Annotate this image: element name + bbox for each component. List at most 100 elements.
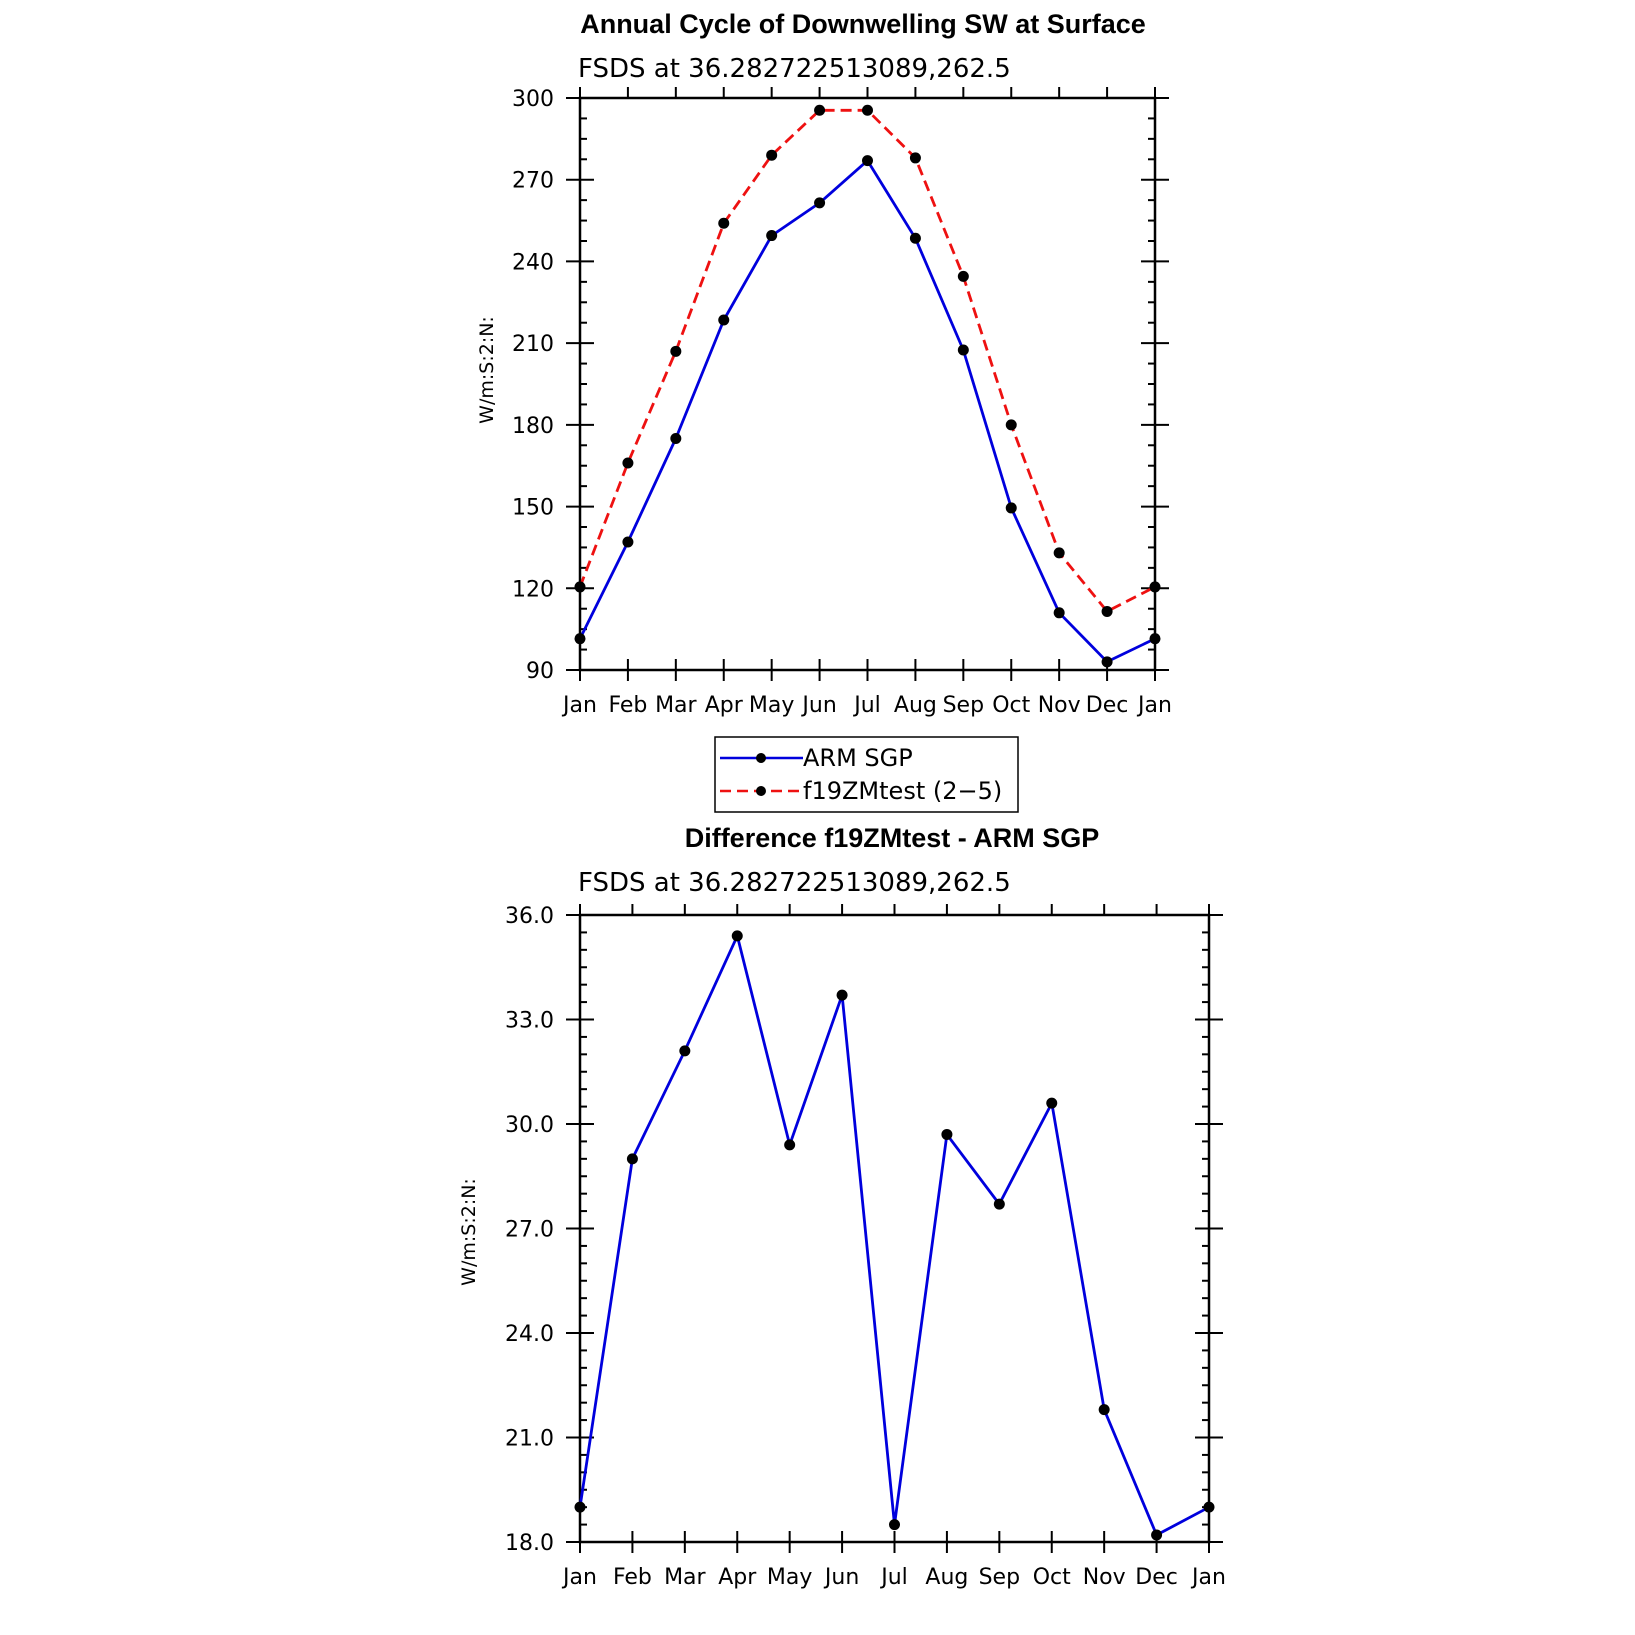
y-tick-label: 300 xyxy=(512,87,554,112)
y-tick-label: 240 xyxy=(512,250,554,275)
data-point xyxy=(957,270,969,282)
data-point xyxy=(574,1501,586,1513)
data-point xyxy=(574,633,586,645)
y-tick-label: 18.0 xyxy=(505,1531,554,1556)
y-axis-label: W/m:S:2:N: xyxy=(458,1178,480,1286)
series-line-0 xyxy=(578,159,1156,664)
y-tick-label: 33.0 xyxy=(505,1009,554,1034)
x-tick-label: Jan xyxy=(561,1565,597,1590)
data-point xyxy=(1149,581,1161,593)
data-point xyxy=(784,1139,796,1151)
y-tick-labels: 90 120 150 180 210 240 270 300 xyxy=(512,87,554,684)
data-point xyxy=(889,1519,900,1531)
y-tick-label: 180 xyxy=(512,414,554,439)
data-point xyxy=(622,457,634,469)
y-tick-label: 21.0 xyxy=(505,1427,554,1452)
x-tick-label: Feb xyxy=(613,1565,652,1590)
chart-title: Annual Cycle of Downwelling SW at Surfac… xyxy=(580,9,1146,39)
x-tick-label: Feb xyxy=(608,693,647,718)
x-tick-label: Jan xyxy=(1136,693,1172,718)
data-point xyxy=(670,345,682,357)
x-tick-label: Apr xyxy=(705,693,744,718)
x-tick-label: Dec xyxy=(1086,693,1129,718)
legend-box xyxy=(714,736,1019,813)
x-tick-label: Jan xyxy=(561,693,597,718)
y-tick-label: 120 xyxy=(512,577,554,602)
chart-subtitle: FSDS at 36.282722513089,262.5 xyxy=(578,54,1011,84)
x-tick-label: Apr xyxy=(718,1565,757,1590)
y-tick-labels: 18.0 21.0 24.0 27.0 30.0 33.0 36.0 xyxy=(505,904,554,1556)
y-tick-label: 90 xyxy=(526,659,554,684)
x-tick-label: Jun xyxy=(823,1565,859,1590)
data-point xyxy=(1151,1529,1163,1541)
y-tick-label: 30.0 xyxy=(505,1113,554,1138)
axis-ticks xyxy=(566,87,1169,681)
data-point xyxy=(1149,633,1161,645)
data-point xyxy=(679,1045,691,1057)
x-tick-label: Jul xyxy=(852,693,881,718)
data-point xyxy=(862,104,873,116)
series-line-1 xyxy=(578,108,1156,613)
data-point xyxy=(993,1198,1005,1210)
series-line-0 xyxy=(578,934,1210,1537)
data-point xyxy=(957,344,969,356)
y-tick-label: 150 xyxy=(512,496,554,521)
data-point xyxy=(1005,419,1017,431)
y-tick-label: 27.0 xyxy=(505,1218,554,1243)
data-point xyxy=(766,230,778,242)
plot-frame xyxy=(578,913,1211,1544)
axis-ticks xyxy=(566,904,1223,1553)
data-point xyxy=(718,217,730,229)
x-tick-labels: Jan Feb Mar Apr May Jun Jul Aug Sep Oct Nov Dec Jan xyxy=(561,1565,1226,1590)
x-tick-label: Sep xyxy=(979,1565,1020,1590)
chart-title: Difference f19ZMtest - ARM SGP xyxy=(685,823,1100,853)
chart-subtitle: FSDS at 36.282722513089,262.5 xyxy=(578,868,1011,898)
x-tick-label: Oct xyxy=(992,693,1030,718)
legend-marker-f19zmtest xyxy=(756,786,766,796)
data-point xyxy=(909,152,921,164)
legend-entry-f19zmtest: f19ZMtest (2−5) xyxy=(720,777,1002,805)
x-tick-label: Nov xyxy=(1083,1565,1126,1590)
plot-frame xyxy=(578,96,1157,672)
x-tick-label: Jan xyxy=(1190,1565,1226,1590)
x-tick-label: Dec xyxy=(1135,1565,1178,1590)
legend-marker-arm-sgp xyxy=(756,753,766,763)
data-point xyxy=(1053,607,1065,619)
y-tick-label: 270 xyxy=(512,169,554,194)
data-point xyxy=(1046,1097,1058,1109)
data-point xyxy=(814,104,826,116)
data-point xyxy=(862,155,873,167)
data-point xyxy=(1101,656,1113,668)
x-tick-label: Oct xyxy=(1033,1565,1071,1590)
x-tick-label: Jun xyxy=(800,693,836,718)
annual-cycle-chart: Annual Cycle of Downwelling SW at Surfac… xyxy=(476,9,1172,718)
x-tick-label: Mar xyxy=(664,1565,706,1590)
data-point xyxy=(574,581,586,593)
x-tick-labels: Jan Feb Mar Apr May Jun Jul Aug Sep Oct Nov Dec Jan xyxy=(561,693,1172,718)
data-point xyxy=(941,1128,953,1140)
y-axis-label: W/m:S:2:N: xyxy=(476,316,498,424)
data-point xyxy=(1203,1501,1215,1513)
legend-label-arm-sgp: ARM SGP xyxy=(803,744,913,772)
data-point xyxy=(1005,502,1017,514)
data-point xyxy=(1098,1404,1110,1416)
data-point xyxy=(670,432,682,444)
x-tick-label: May xyxy=(767,1565,812,1590)
data-point xyxy=(836,989,848,1001)
data-point xyxy=(622,536,634,548)
legend-entry-arm-sgp: ARM SGP xyxy=(720,744,913,772)
legend-label-f19zmtest: f19ZMtest (2−5) xyxy=(803,777,1002,805)
data-point xyxy=(1053,547,1065,559)
y-tick-label: 24.0 xyxy=(505,1322,554,1347)
data-point xyxy=(766,149,778,161)
data-point xyxy=(626,1153,638,1165)
series-lines xyxy=(574,104,1161,668)
x-tick-label: Aug xyxy=(925,1565,968,1590)
data-point xyxy=(731,930,743,942)
data-point xyxy=(1101,605,1113,617)
x-tick-label: Mar xyxy=(655,693,697,718)
x-tick-label: Aug xyxy=(894,693,937,718)
x-tick-label: Sep xyxy=(943,693,984,718)
series-lines xyxy=(574,930,1215,1541)
